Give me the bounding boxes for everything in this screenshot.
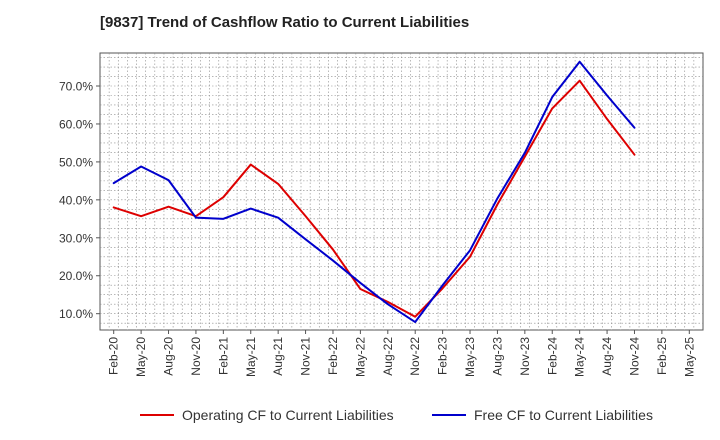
legend-item-free-cf: Free CF to Current Liabilities xyxy=(432,404,653,426)
x-tick-label: Feb-25 xyxy=(655,337,669,375)
y-tick-label: 50.0% xyxy=(59,155,93,169)
x-tick-label: May-20 xyxy=(134,337,148,377)
x-tick-label: May-25 xyxy=(682,337,696,377)
legend-swatch-operating-cf xyxy=(140,414,174,416)
y-tick-label: 60.0% xyxy=(59,117,93,131)
x-axis-ticks: Feb-20 May-20 Aug-20 Nov-20 Feb-21 May-21 Aug-… xyxy=(107,330,696,377)
legend-label-free-cf: Free CF to Current Liabilities xyxy=(474,407,653,423)
y-tick-label: 30.0% xyxy=(59,231,93,245)
x-tick-label: May-22 xyxy=(353,337,367,377)
x-tick-label: Aug-23 xyxy=(490,337,504,376)
chart-title: [9837] Trend of Cashflow Ratio to Curren… xyxy=(100,14,470,31)
x-tick-label: Feb-23 xyxy=(436,337,450,375)
x-tick-label: Aug-20 xyxy=(162,337,176,376)
y-tick-label: 70.0% xyxy=(59,80,93,94)
x-tick-label: Feb-22 xyxy=(326,337,340,375)
y-axis-ticks: 10.0% 20.0% 30.0% 40.0% 50.0% 60.0% 70.0% xyxy=(59,80,100,321)
y-tick-label: 40.0% xyxy=(59,193,93,207)
x-tick-label: Nov-22 xyxy=(408,337,422,376)
legend-label-operating-cf: Operating CF to Current Liabilities xyxy=(182,407,394,423)
x-tick-label: Feb-20 xyxy=(107,337,121,375)
series-line-operating-cf xyxy=(112,79,636,318)
legend-item-operating-cf: Operating CF to Current Liabilities xyxy=(140,404,394,426)
x-tick-label: Nov-21 xyxy=(299,337,313,376)
x-tick-label: Aug-24 xyxy=(600,337,614,376)
x-tick-label: May-23 xyxy=(463,337,477,377)
x-tick-label: Nov-23 xyxy=(518,337,532,376)
series-line-free-cf xyxy=(112,60,636,324)
x-tick-label: Aug-22 xyxy=(381,337,395,376)
x-tick-label: Nov-20 xyxy=(189,337,203,376)
x-tick-label: Nov-24 xyxy=(627,337,641,376)
x-tick-label: Feb-24 xyxy=(545,337,559,375)
x-tick-label: Feb-21 xyxy=(216,337,230,375)
x-tick-label: Aug-21 xyxy=(271,337,285,376)
legend-swatch-free-cf xyxy=(432,414,466,416)
series-lines xyxy=(112,60,636,324)
y-tick-label: 10.0% xyxy=(59,307,93,321)
x-tick-label: May-21 xyxy=(244,337,258,377)
grid-lines xyxy=(100,53,703,330)
x-tick-label: May-24 xyxy=(573,337,587,377)
y-tick-label: 20.0% xyxy=(59,269,93,283)
